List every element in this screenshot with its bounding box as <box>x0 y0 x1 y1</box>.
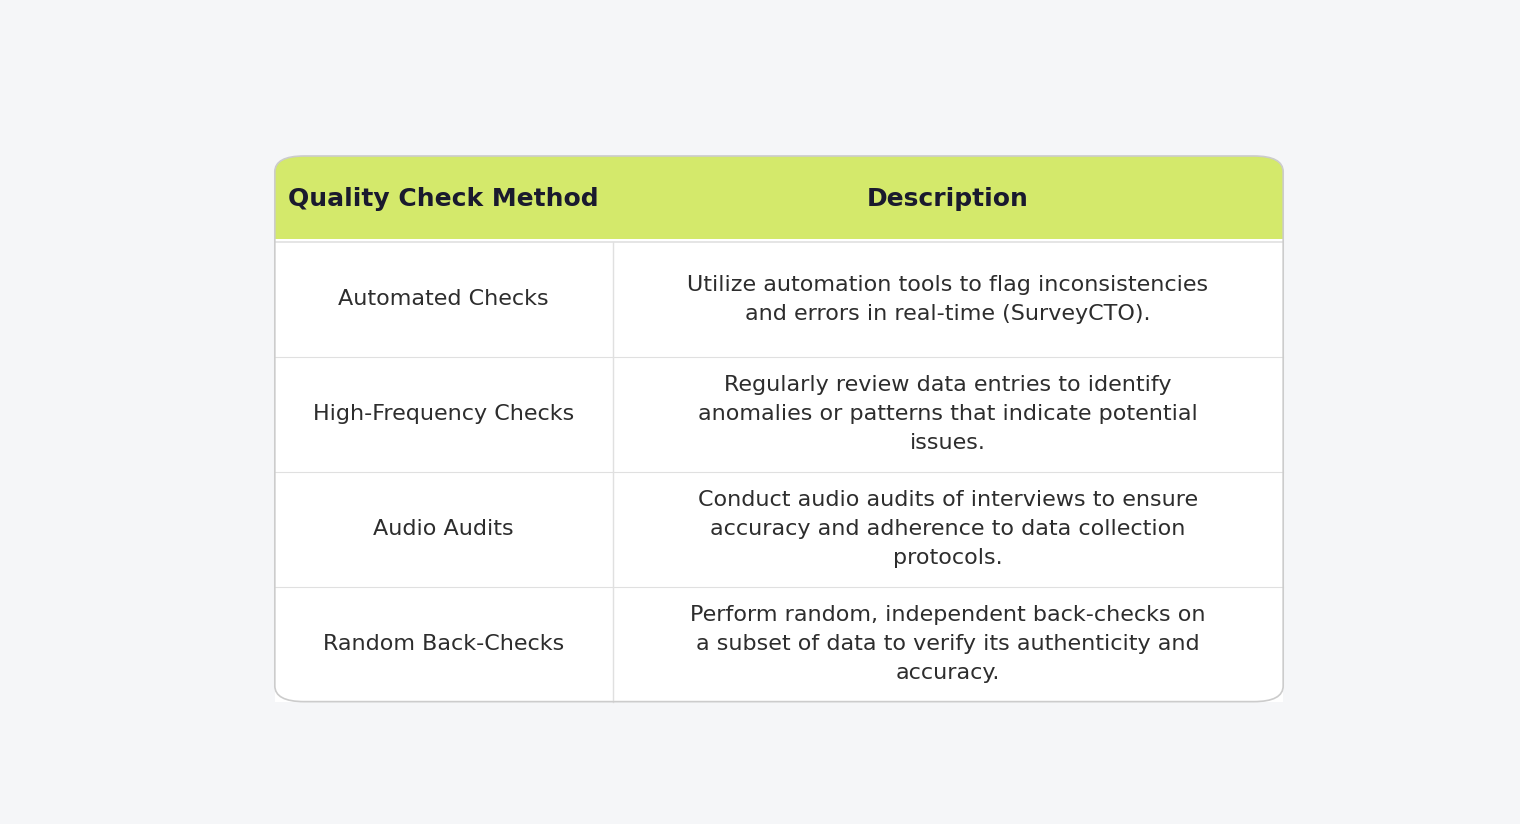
Bar <box>275 241 1283 702</box>
Text: Quality Check Method: Quality Check Method <box>289 187 599 211</box>
Bar <box>275 210 1283 241</box>
Text: Automated Checks: Automated Checks <box>339 289 549 309</box>
Text: Regularly review data entries to identify
anomalies or patterns that indicate po: Regularly review data entries to identif… <box>698 376 1198 453</box>
Text: High-Frequency Checks: High-Frequency Checks <box>313 404 575 424</box>
Text: Audio Audits: Audio Audits <box>374 519 514 539</box>
Text: Random Back-Checks: Random Back-Checks <box>324 634 564 654</box>
Text: Description: Description <box>866 187 1029 211</box>
Bar <box>275 239 1283 243</box>
Text: Perform random, independent back-checks on
a subset of data to verify its authen: Perform random, independent back-checks … <box>690 606 1205 683</box>
Text: Utilize automation tools to flag inconsistencies
and errors in real-time (Survey: Utilize automation tools to flag inconsi… <box>687 274 1208 324</box>
Text: Conduct audio audits of interviews to ensure
accuracy and adherence to data coll: Conduct audio audits of interviews to en… <box>698 490 1198 568</box>
FancyBboxPatch shape <box>275 156 1283 241</box>
